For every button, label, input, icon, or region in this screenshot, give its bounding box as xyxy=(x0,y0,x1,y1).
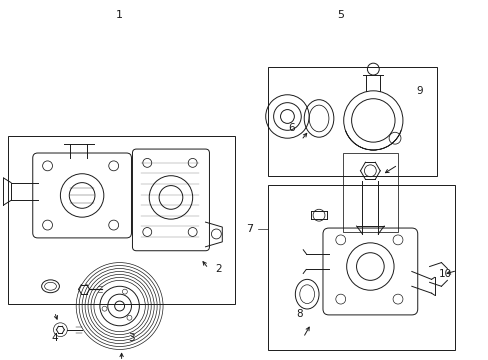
Text: 4: 4 xyxy=(51,333,58,343)
Text: 1: 1 xyxy=(116,10,123,20)
Text: 5: 5 xyxy=(337,10,344,20)
Bar xyxy=(267,67,437,176)
Text: 8: 8 xyxy=(295,309,302,319)
Bar xyxy=(342,153,397,232)
Text: 10: 10 xyxy=(438,269,451,279)
Text: 9: 9 xyxy=(416,86,422,96)
Bar xyxy=(8,136,235,304)
Text: 7: 7 xyxy=(246,224,253,234)
Text: 3: 3 xyxy=(128,333,135,343)
Text: 2: 2 xyxy=(215,264,221,274)
Bar xyxy=(267,185,454,350)
Text: 6: 6 xyxy=(287,123,294,133)
